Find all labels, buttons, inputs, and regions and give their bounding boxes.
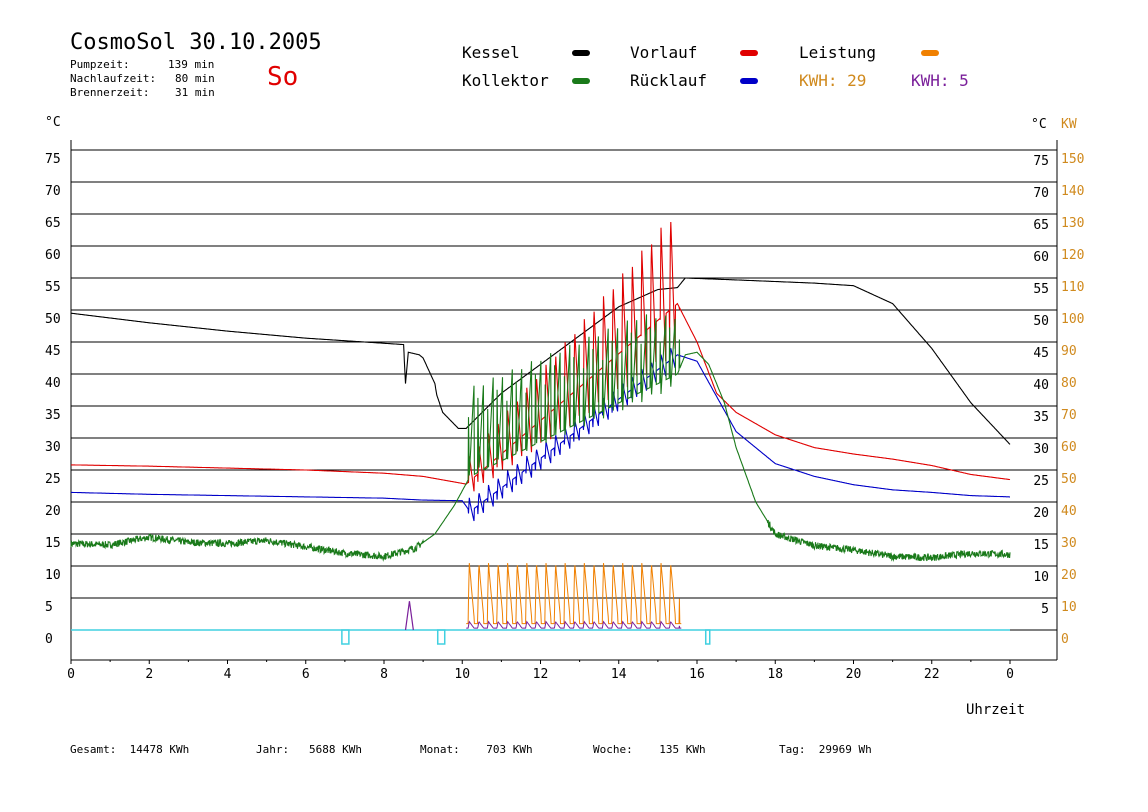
y-tick-label-right-kw: 60 bbox=[1061, 440, 1077, 455]
y-tick-label-right-kw: 140 bbox=[1061, 184, 1084, 199]
pump-marker bbox=[341, 629, 350, 645]
y-tick-label-right-kw: 150 bbox=[1061, 152, 1084, 167]
y-tick-label-right-c: 20 bbox=[1033, 506, 1049, 521]
y-tick-label-right-kw: 100 bbox=[1061, 312, 1084, 327]
pump-marker bbox=[436, 629, 446, 645]
legend-kessel-swatch bbox=[572, 50, 590, 56]
footer-jahr: Jahr: 5688 KWh bbox=[256, 743, 362, 756]
x-tick-label: 18 bbox=[767, 667, 783, 682]
legend-leistung: Leistung bbox=[799, 43, 877, 62]
legend-ruecklauf: Rücklauf bbox=[630, 71, 708, 90]
x-tick-label: 22 bbox=[924, 667, 940, 682]
y-tick-label-left: 75 bbox=[45, 152, 61, 167]
y-tick-label-right-c: 25 bbox=[1033, 474, 1049, 489]
x-tick-label: 0 bbox=[67, 667, 75, 682]
y-tick-label-right-c: 50 bbox=[1033, 314, 1049, 329]
y-tick-label-left: 55 bbox=[45, 280, 61, 295]
y-tick-label-left: 5 bbox=[45, 600, 53, 615]
legend-ruecklauf-swatch bbox=[740, 78, 758, 84]
x-axis-label: Uhrzeit bbox=[966, 702, 1026, 718]
y-tick-label-left: 30 bbox=[45, 440, 61, 455]
y-tick-label-left: 45 bbox=[45, 344, 61, 359]
series-line-vorlauf bbox=[71, 221, 1011, 492]
y-tick-label-right-kw: 20 bbox=[1061, 568, 1077, 583]
series-line-brenner bbox=[466, 620, 682, 629]
y-tick-label-right-c: 70 bbox=[1033, 186, 1049, 201]
nachlaufzeit-value: 80 min bbox=[175, 72, 215, 85]
y-tick-label-right-kw: 30 bbox=[1061, 536, 1077, 551]
pump-marker bbox=[704, 629, 711, 645]
legend-kwh-burner: KWH: 5 bbox=[911, 71, 969, 90]
footer-tag: Tag: 29969 Wh bbox=[779, 743, 872, 756]
y-tick-label-right-kw: 80 bbox=[1061, 376, 1077, 391]
x-tick-label: 20 bbox=[846, 667, 862, 682]
x-tick-label: 16 bbox=[689, 667, 705, 682]
y-tick-label-right-kw: 90 bbox=[1061, 344, 1077, 359]
x-tick-label: 0 bbox=[1006, 667, 1014, 682]
series-line-ruecklauf bbox=[71, 348, 1010, 522]
footer-woche: Woche: 135 KWh bbox=[593, 743, 706, 756]
y-tick-label-left: 70 bbox=[45, 184, 61, 199]
nachlaufzeit-label: Nachlaufzeit: bbox=[70, 72, 157, 85]
y-tick-label-right-c: 60 bbox=[1033, 250, 1049, 265]
y-tick-label-right-kw: 70 bbox=[1061, 408, 1077, 423]
legend-leistung-swatch bbox=[921, 50, 939, 56]
y-tick-label-right-c: 5 bbox=[1041, 602, 1049, 617]
y-tick-label-right-c: 10 bbox=[1033, 570, 1049, 585]
legend-kollektor-swatch bbox=[572, 78, 590, 84]
weekday-label: So bbox=[267, 62, 299, 92]
y-tick-label-left: 10 bbox=[45, 568, 61, 583]
right-axis-unit-c: °C bbox=[1031, 117, 1047, 132]
y-tick-label-left: 35 bbox=[45, 408, 61, 423]
y-tick-label-left: 25 bbox=[45, 472, 61, 487]
right-axis-unit-kw: KW bbox=[1061, 117, 1077, 132]
y-tick-label-right-kw: 130 bbox=[1061, 216, 1084, 231]
x-tick-label: 6 bbox=[302, 667, 310, 682]
x-tick-label: 4 bbox=[224, 667, 232, 682]
footer-monat: Monat: 703 KWh bbox=[420, 743, 533, 756]
y-tick-label-right-kw: 120 bbox=[1061, 248, 1084, 263]
chart-title: CosmoSol 30.10.2005 bbox=[70, 30, 322, 55]
y-tick-label-left: 50 bbox=[45, 312, 61, 327]
y-tick-label-left: 15 bbox=[45, 536, 61, 551]
y-tick-label-left: 65 bbox=[45, 216, 61, 231]
y-tick-label-right-c: 45 bbox=[1033, 346, 1049, 361]
y-tick-label-left: 20 bbox=[45, 504, 61, 519]
pumpzeit-label: Pumpzeit: bbox=[70, 58, 130, 71]
legend-vorlauf-swatch bbox=[740, 50, 758, 56]
brennerzeit-value: 31 min bbox=[175, 86, 215, 99]
x-tick-label: 14 bbox=[611, 667, 627, 682]
y-tick-label-left: 60 bbox=[45, 248, 61, 263]
legend-kollektor: Kollektor bbox=[462, 71, 549, 90]
series-line-leistung bbox=[466, 563, 682, 625]
legend-vorlauf: Vorlauf bbox=[630, 43, 698, 62]
y-tick-label-right-c: 55 bbox=[1033, 282, 1049, 297]
x-tick-label: 10 bbox=[454, 667, 470, 682]
y-tick-label-right-kw: 50 bbox=[1061, 472, 1077, 487]
legend-kessel: Kessel bbox=[462, 43, 520, 62]
footer-gesamt: Gesamt: 14478 KWh bbox=[70, 743, 190, 756]
pumpzeit-value: 139 min bbox=[168, 58, 215, 71]
y-tick-label-right-c: 15 bbox=[1033, 538, 1049, 553]
y-tick-label-right-kw: 110 bbox=[1061, 280, 1084, 295]
y-tick-label-right-kw: 40 bbox=[1061, 504, 1077, 519]
brennerzeit-label: Brennerzeit: bbox=[70, 86, 150, 99]
y-tick-label-right-c: 75 bbox=[1033, 154, 1049, 169]
y-tick-label-right-c: 30 bbox=[1033, 442, 1049, 457]
brenner-pulse bbox=[404, 601, 414, 631]
y-tick-label-right-c: 65 bbox=[1033, 218, 1049, 233]
y-tick-label-right-kw: 0 bbox=[1061, 632, 1069, 647]
left-axis-unit: °C bbox=[45, 115, 61, 130]
y-tick-label-right-c: 40 bbox=[1033, 378, 1049, 393]
y-tick-label-right-c: 35 bbox=[1033, 410, 1049, 425]
series-line-kollektor bbox=[70, 314, 1011, 563]
y-tick-label-right-kw: 10 bbox=[1061, 600, 1077, 615]
y-tick-label-left: 40 bbox=[45, 376, 61, 391]
legend-kwh-solar: KWH: 29 bbox=[799, 71, 867, 90]
x-tick-label: 8 bbox=[380, 667, 388, 682]
y-tick-label-left: 0 bbox=[45, 632, 53, 647]
x-tick-label: 12 bbox=[533, 667, 549, 682]
x-tick-label: 2 bbox=[145, 667, 153, 682]
